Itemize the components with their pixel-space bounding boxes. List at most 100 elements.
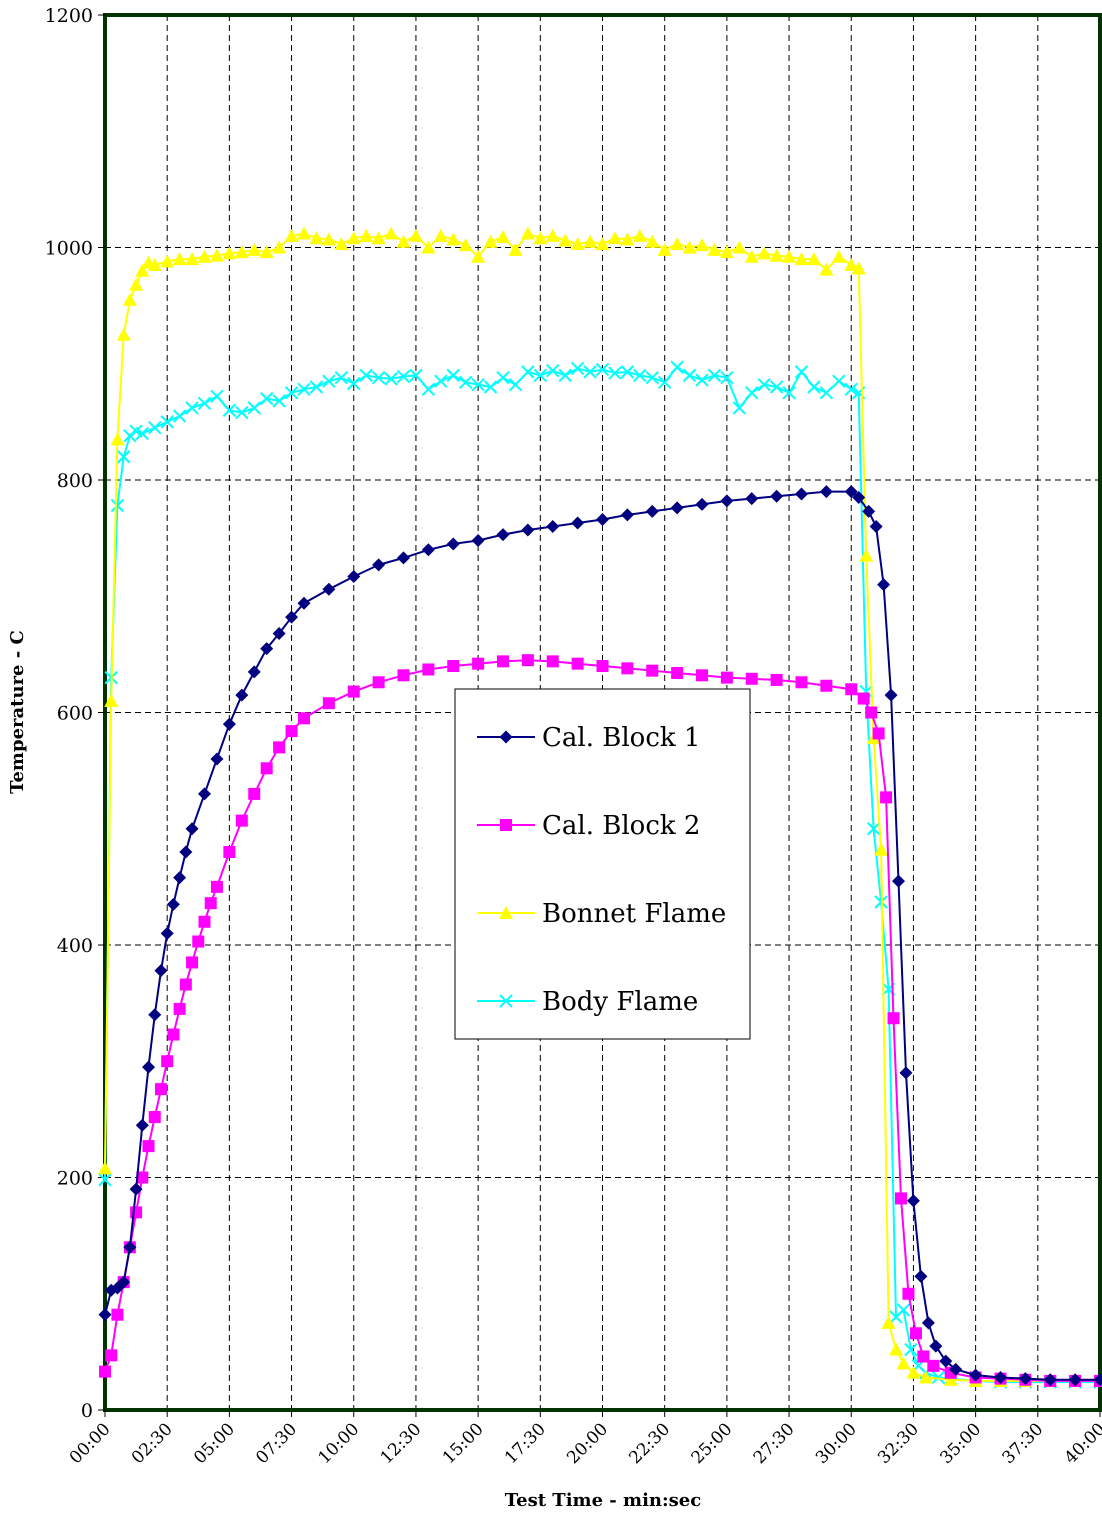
data-point [852,490,866,504]
data-point [745,492,759,506]
legend-item: Cal. Block 2 [477,811,700,841]
data-point [1068,1373,1082,1387]
data-point [1093,1373,1102,1387]
data-point [260,762,273,775]
data-point [334,237,349,251]
data-point [136,1171,149,1184]
data-point [172,252,187,266]
y-tick-label: 1200 [45,5,93,27]
data-point [806,252,821,266]
data-point [396,234,411,248]
data-point [719,245,734,259]
data-point [347,376,361,391]
data-point [657,242,672,256]
data-point [298,712,310,725]
data-point [770,673,783,686]
data-point [645,370,659,385]
data-point [446,232,461,246]
data-point [707,368,722,383]
data-point [197,249,212,263]
grid-lines [105,15,1100,1410]
data-point [546,655,559,668]
data-point [222,717,236,731]
legend-marker [499,906,513,919]
data-point [104,693,119,707]
data-point [819,386,834,400]
y-tick-label: 200 [57,1168,93,1190]
data-point [179,978,192,991]
data-point [458,238,473,252]
data-point [608,366,622,380]
data-point [421,382,436,397]
data-point [695,497,709,511]
data-point [123,429,137,443]
data-point [372,558,386,572]
data-point [204,897,217,910]
data-point [321,232,336,246]
data-point [260,642,274,656]
data-point [111,1308,124,1321]
data-point [533,231,548,245]
data-point [596,660,609,672]
data-point [918,1370,933,1384]
legend-marker [499,730,513,744]
x-tick-label: 27:30 [750,1419,799,1468]
x-tick-label: 35:00 [936,1419,985,1468]
data-point [545,228,560,242]
data-point [483,380,498,394]
data-point [877,578,891,592]
data-point [595,362,610,377]
data-point [896,1303,911,1317]
data-point [720,671,733,684]
data-point [906,1194,920,1208]
data-point [372,676,385,689]
data-point [434,374,448,388]
data-point [1018,1372,1032,1386]
data-point [129,1182,143,1196]
data-point [234,245,249,259]
data-point [583,365,597,379]
data-point [895,1192,907,1205]
x-tick-label: 07:30 [252,1419,301,1468]
data-point [397,551,410,565]
y-tick-label: 400 [57,935,93,957]
x-tick-label: 15:00 [439,1419,488,1468]
x-tick-label: 05:00 [190,1419,239,1468]
data-point [160,415,174,429]
data-point [272,240,287,254]
data-point [285,725,298,738]
data-point [235,405,249,420]
data-point [185,822,199,836]
data-point [859,548,874,562]
x-tick-label: 10:00 [314,1419,363,1468]
x-tick-label: 32:30 [874,1419,923,1468]
data-point [874,842,889,856]
data-point [496,230,510,244]
data-point [682,240,697,254]
data-point [421,240,436,254]
legend: Cal. Block 1 Cal. Block 2 Bonnet Flame Body… [454,688,751,1040]
data-point [583,234,598,248]
data-point [422,663,435,676]
data-point [359,228,374,242]
data-point [914,1269,928,1283]
data-point [209,248,224,262]
data-point [931,1370,946,1385]
data-point [732,240,747,254]
data-point [359,368,373,383]
data-point [807,380,821,394]
data-point [862,504,876,518]
data-point [645,234,660,248]
data-point [179,845,193,859]
data-point [192,935,205,948]
data-point [148,1008,162,1022]
data-point [167,1028,180,1041]
data-point [98,1308,112,1322]
data-point [857,692,870,705]
data-point [546,520,560,533]
data-point [98,1173,112,1187]
data-point [851,261,866,275]
data-point [248,787,261,800]
x-axis-label: Test Time - min:sec [505,1490,701,1511]
data-point [558,368,572,383]
